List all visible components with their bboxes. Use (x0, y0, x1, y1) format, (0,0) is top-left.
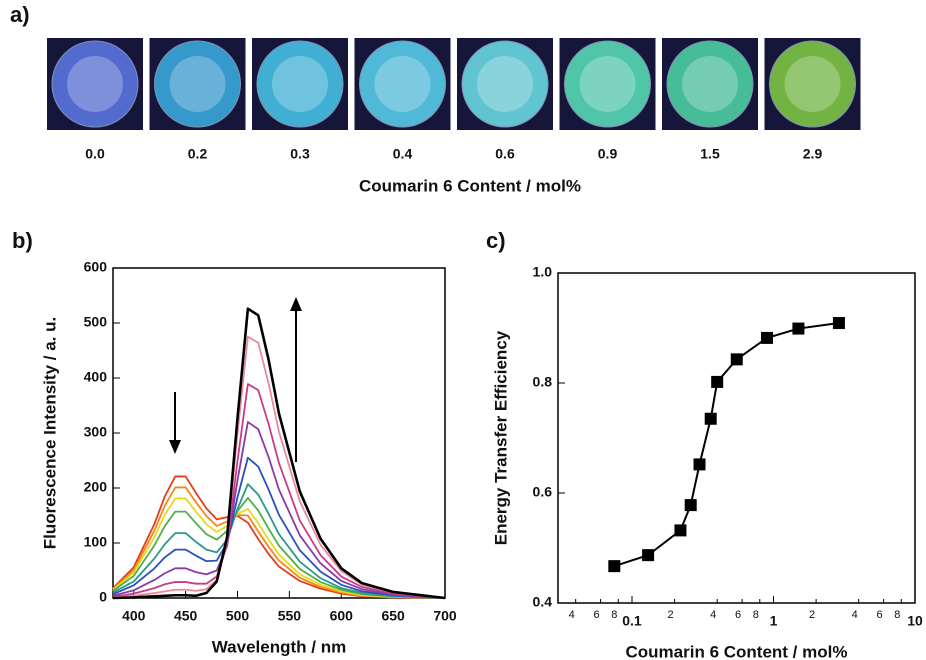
data-point (730, 353, 743, 366)
arrow (169, 297, 302, 462)
x-tick-label: 8 (611, 609, 617, 621)
x-tick-label: 8 (753, 609, 759, 621)
photo-glow (682, 56, 738, 112)
x-tick-label: 4 (852, 609, 858, 621)
x-tick-label: 6 (735, 609, 741, 621)
photo-label: 0.0 (85, 146, 105, 162)
x-axis-title: Wavelength / nm (212, 637, 346, 656)
x-tick-label: 4 (710, 609, 716, 621)
photo-label: 0.2 (188, 146, 208, 162)
x-tick-label: 4 (569, 609, 575, 621)
data-point (832, 317, 845, 330)
spectrum-line (112, 421, 446, 599)
photo-label: 0.6 (495, 146, 515, 162)
x-tick-label: 6 (877, 609, 883, 621)
x-tick-label: 400 (122, 608, 146, 624)
x-tick-label: 1 (770, 613, 778, 629)
photo-label: 0.9 (598, 146, 618, 162)
spectrum-line (112, 497, 446, 599)
data-point (711, 375, 724, 388)
x-tick-label: 450 (174, 608, 198, 624)
photo-glow (477, 56, 533, 112)
photo-dish (359, 40, 446, 128)
photo-label: 2.9 (803, 146, 823, 162)
y-axis-title: Fluorescence Intensity / a. u. (40, 317, 59, 549)
photo-glow (67, 56, 123, 112)
data-point (674, 524, 687, 537)
data-point (704, 412, 717, 425)
photo-glow (374, 56, 431, 112)
panel-label: a) (10, 2, 30, 27)
data-point (608, 560, 621, 573)
photo-dish (154, 40, 241, 128)
spectrum-line (112, 475, 446, 599)
photo-glow (579, 56, 636, 112)
y-tick-label: 0.4 (533, 594, 553, 610)
photo-caption: Coumarin 6 Content / mol% (359, 176, 581, 195)
data-point (642, 549, 655, 562)
photo-label: 0.3 (290, 146, 310, 162)
x-tick-label: 6 (594, 609, 600, 621)
y-tick-label: 600 (84, 259, 108, 275)
photo-dish (564, 40, 651, 128)
spectrum-line (112, 335, 446, 599)
photo-dish (256, 40, 344, 128)
photo-dish (769, 40, 856, 128)
y-tick-label: 0.6 (533, 484, 553, 500)
panel-label: c) (486, 228, 506, 253)
panel-label: b) (12, 228, 33, 253)
y-tick-label: 400 (84, 369, 108, 385)
x-tick-label: 550 (278, 608, 302, 624)
y-tick-label: 0.8 (533, 374, 553, 390)
x-tick-label: 500 (226, 608, 250, 624)
y-tick-label: 0 (99, 589, 107, 605)
spectrum-line (112, 483, 446, 599)
data-point (693, 458, 706, 471)
y-tick-label: 1.0 (533, 264, 553, 280)
photo-glow (784, 56, 841, 112)
x-tick-label: 10 (907, 613, 923, 629)
connect-line (614, 322, 840, 568)
spectrum-line (112, 307, 446, 600)
photo-dish (666, 40, 754, 128)
y-tick-label: 200 (84, 479, 108, 495)
spectrum-line (112, 383, 446, 599)
photo-dish (51, 40, 139, 128)
data-point (761, 331, 774, 344)
x-tick-label: 2 (668, 609, 674, 621)
x-tick-label: 600 (330, 608, 354, 624)
photo-glow (169, 56, 226, 112)
x-tick-label: 2 (809, 609, 815, 621)
x-axis-title: Coumarin 6 Content / mol% (626, 642, 848, 660)
spectrum-line (112, 456, 446, 599)
photo-label: 1.5 (700, 146, 720, 162)
data-point (684, 499, 697, 512)
y-tick-label: 500 (84, 314, 108, 330)
x-tick-label: 650 (381, 608, 405, 624)
photo-dish (461, 40, 549, 128)
x-tick-label: 0.1 (622, 613, 642, 629)
y-tick-label: 100 (84, 534, 108, 550)
x-tick-label: 8 (894, 609, 900, 621)
x-tick-label: 700 (433, 608, 457, 624)
data-point (792, 322, 805, 335)
photo-glow (272, 56, 328, 112)
photo-label: 0.4 (393, 146, 413, 162)
plot-frame (557, 272, 916, 604)
y-tick-label: 300 (84, 424, 108, 440)
y-axis-title: Energy Transfer Efficiency (491, 330, 510, 545)
